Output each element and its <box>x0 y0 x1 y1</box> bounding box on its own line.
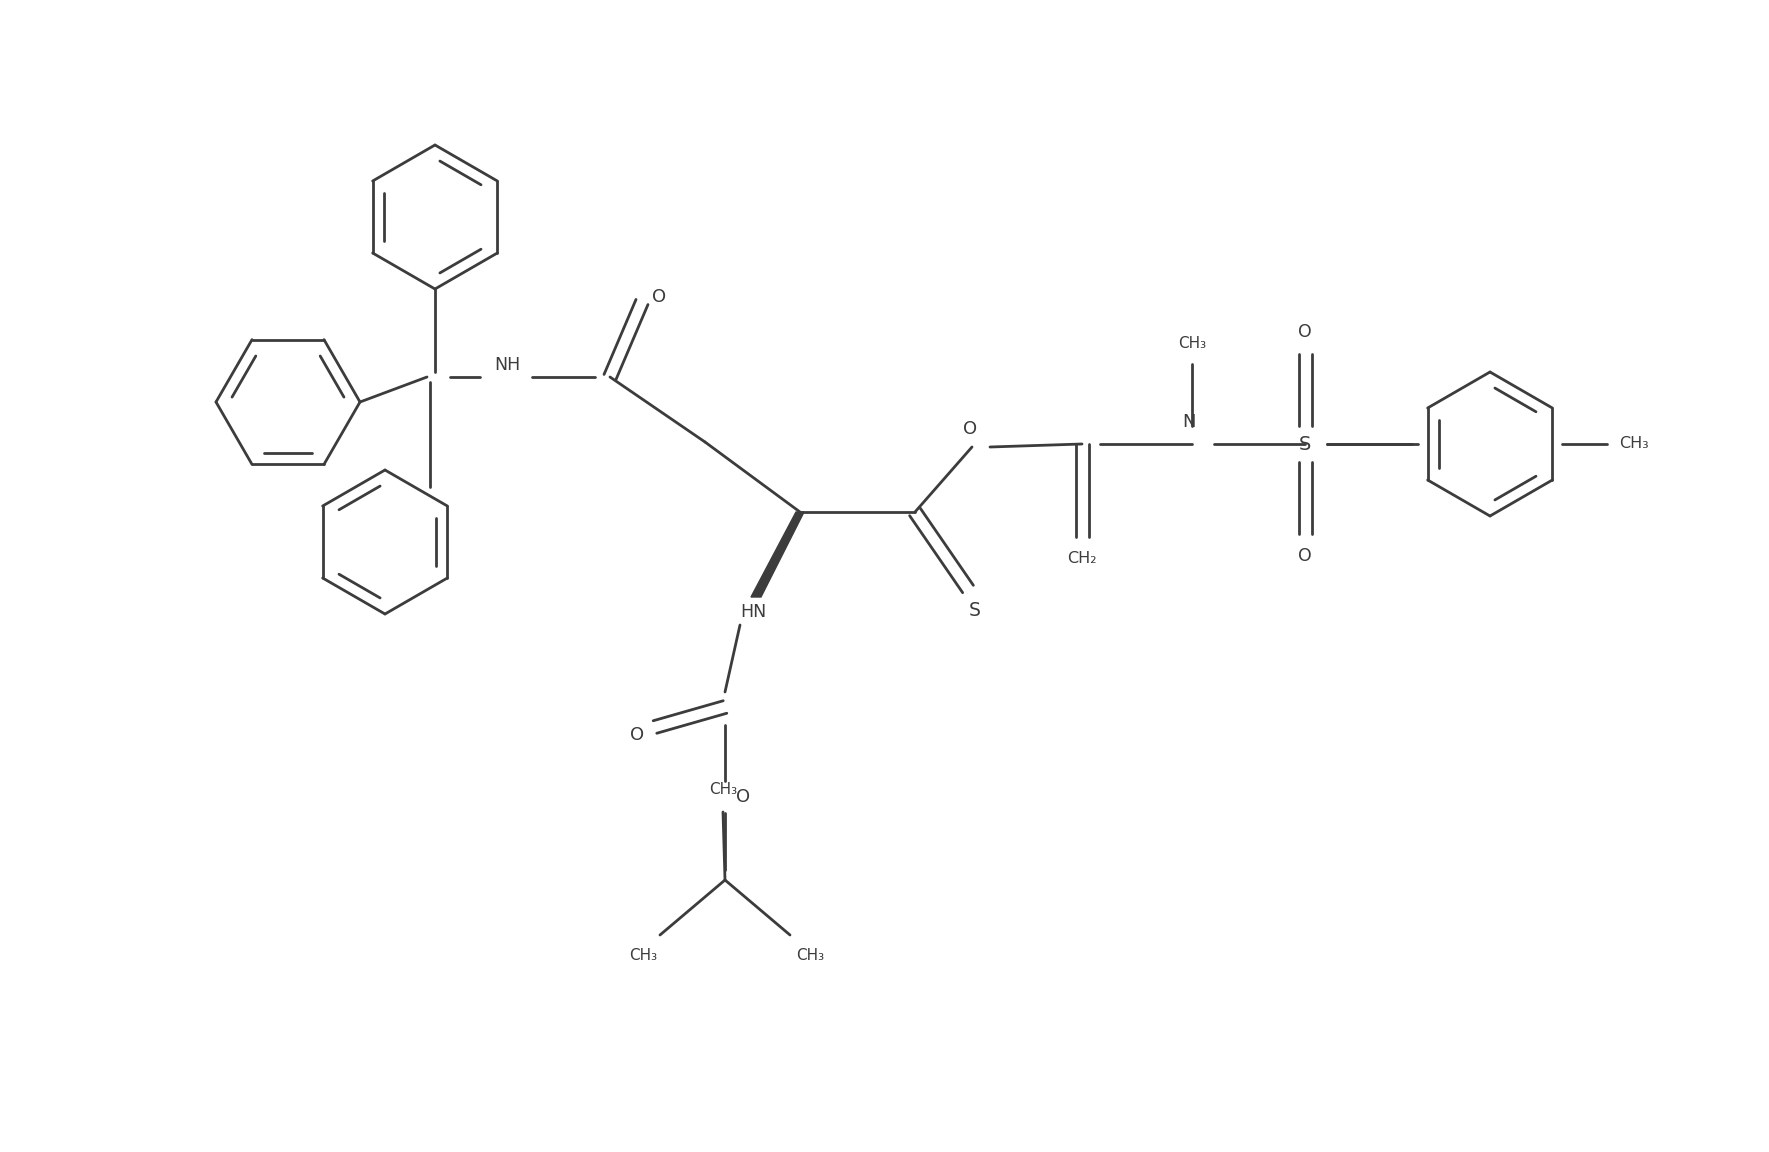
Text: CH₃: CH₃ <box>1178 336 1206 351</box>
Text: O: O <box>962 420 976 438</box>
Text: CH₃: CH₃ <box>709 782 738 797</box>
Text: NH: NH <box>494 356 520 374</box>
Text: O: O <box>1298 547 1313 564</box>
Text: O: O <box>1298 323 1313 341</box>
Polygon shape <box>752 511 803 597</box>
Text: O: O <box>653 288 667 306</box>
Text: S: S <box>1298 434 1311 454</box>
Text: CH₂: CH₂ <box>1067 552 1097 567</box>
Text: CH₃: CH₃ <box>1619 437 1649 452</box>
Text: CH₃: CH₃ <box>796 947 824 963</box>
Text: N: N <box>1182 414 1196 431</box>
Text: S: S <box>969 601 982 621</box>
Text: CH₃: CH₃ <box>630 947 656 963</box>
Text: HN: HN <box>739 602 766 621</box>
Text: O: O <box>736 788 750 806</box>
Text: O: O <box>630 726 644 744</box>
